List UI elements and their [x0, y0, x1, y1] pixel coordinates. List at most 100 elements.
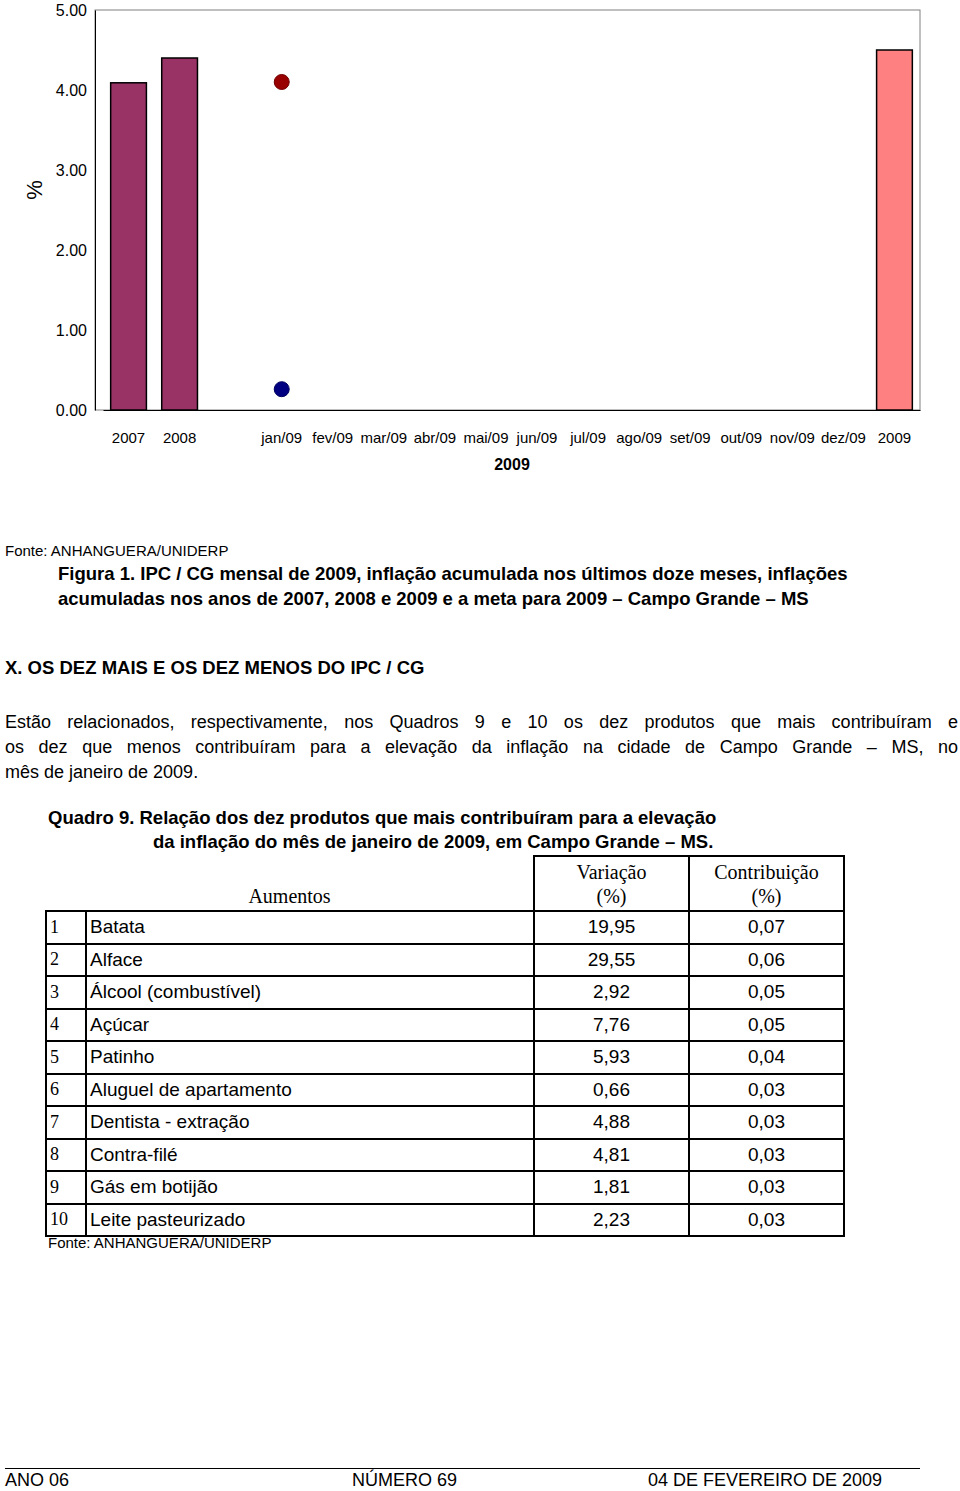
x-tick: set/09 — [670, 410, 711, 446]
x-tick: mar/09 — [361, 410, 408, 446]
table-header-text: Aumentos — [248, 885, 330, 907]
table-cell: Batata — [86, 911, 534, 944]
x-tick: out/09 — [720, 410, 762, 446]
y-tick-label: 3.00 — [56, 162, 87, 179]
y-tick: 4.00 — [56, 82, 95, 99]
bar — [877, 50, 913, 410]
table-row: 8Contra-filé4,810,03 — [46, 1139, 844, 1172]
table-cell: 0,66 — [534, 1074, 689, 1107]
table-header-cell: Aumentos — [46, 856, 534, 911]
x-tick: ago/09 — [616, 410, 662, 446]
x-tick-label: ago/09 — [616, 429, 662, 446]
y-tick: 3.00 — [56, 162, 95, 179]
x-tick: jul/09 — [569, 410, 606, 446]
table-header-row: AumentosVariação(%)Contribuição(%) — [46, 856, 844, 911]
x-tick-label: jul/09 — [569, 429, 606, 446]
table-cell: Leite pasteurizado — [86, 1204, 534, 1237]
x-tick-label: 2009 — [878, 429, 911, 446]
x-tick: abr/09 — [414, 410, 457, 446]
table-cell: 29,55 — [534, 944, 689, 977]
marks — [111, 50, 913, 410]
table-cell: Contra-filé — [86, 1139, 534, 1172]
table-cell: 0,03 — [689, 1074, 844, 1107]
x-tick-label: dez/09 — [821, 429, 866, 446]
table-cell: Gás em botijão — [86, 1171, 534, 1204]
table-title: Quadro 9. Relação dos dez produtos que m… — [48, 807, 716, 829]
y-tick-label: 0.00 — [56, 402, 87, 419]
x-axis: 20072008jan/09fev/09mar/09abr/09mai/09ju… — [104, 410, 921, 446]
table-cell: 10 — [46, 1204, 86, 1237]
caption-line: acumuladas nos anos de 2007, 2008 e 2009… — [58, 588, 809, 610]
footer-text: 04 DE FEVEREIRO DE 2009 — [648, 1469, 882, 1491]
table-cell: 0,05 — [689, 976, 844, 1009]
table-cell: 0,07 — [689, 911, 844, 944]
table-cell: 1 — [46, 911, 86, 944]
table-title: da inflação do mês de janeiro de 2009, e… — [153, 831, 713, 853]
x-tick-label: mai/09 — [463, 429, 508, 446]
x-tick-label: set/09 — [670, 429, 711, 446]
point-series — [274, 75, 289, 90]
x-tick: jun/09 — [516, 410, 558, 446]
plot-frame — [95, 10, 920, 410]
table-row: 1Batata19,950,07 — [46, 911, 844, 944]
y-tick: 5.00 — [56, 2, 95, 19]
y-tick-label: 1.00 — [56, 322, 87, 339]
table-row: 4Açúcar7,760,05 — [46, 1009, 844, 1042]
x-tick-label: nov/09 — [770, 429, 815, 446]
bar — [111, 83, 147, 410]
table-cell: Dentista - extração — [86, 1106, 534, 1139]
table-cell: 6 — [46, 1074, 86, 1107]
paragraph-line: os dez que menos contribuíram para a ele… — [5, 736, 958, 758]
x-tick: jan/09 — [260, 410, 302, 446]
x-tick-label: jun/09 — [516, 429, 558, 446]
table-row: 2Alface29,550,06 — [46, 944, 844, 977]
x-tick: dez/09 — [821, 410, 866, 446]
table-header-cell: Variação(%) — [534, 856, 689, 911]
paragraph-line: mês de janeiro de 2009. — [5, 761, 198, 783]
table-cell: 0,03 — [689, 1204, 844, 1237]
table-body: 1Batata19,950,072Alface29,550,063Álcool … — [46, 911, 844, 1236]
table-header-cell: Contribuição(%) — [689, 856, 844, 911]
source: Fonte: ANHANGUERA/UNIDERP — [5, 540, 228, 562]
table-cell: 5 — [46, 1041, 86, 1074]
bar-series — [111, 58, 198, 410]
x-tick-label: abr/09 — [414, 429, 457, 446]
x-axis-line — [104, 410, 921, 411]
footer-text: ANO 06 — [5, 1469, 69, 1491]
table-cell: 0,05 — [689, 1009, 844, 1042]
table-cell: 4,81 — [534, 1139, 689, 1172]
x-tick-label: fev/09 — [312, 429, 353, 446]
y-tick-label: 5.00 — [56, 2, 87, 19]
table-row: 10Leite pasteurizado2,230,03 — [46, 1204, 844, 1237]
table-cell: Álcool (combustível) — [86, 976, 534, 1009]
point — [274, 382, 289, 397]
table-cell: Açúcar — [86, 1009, 534, 1042]
footer-rule — [5, 1468, 920, 1469]
table-cell: 0,04 — [689, 1041, 844, 1074]
x-tick: 2008 — [163, 410, 196, 446]
table: AumentosVariação(%)Contribuição(%)1Batat… — [45, 855, 845, 1237]
y-tick: 0.00 — [56, 402, 95, 419]
x-tick: fev/09 — [312, 410, 353, 446]
table-cell: 0,03 — [689, 1171, 844, 1204]
y-axis-line — [95, 11, 96, 411]
x-tick: 2009 — [878, 410, 911, 446]
table-header-text: (%) — [693, 884, 840, 908]
table-header-text: (%) — [538, 884, 685, 908]
y-axis-title: % — [22, 180, 47, 200]
table-cell: 2,92 — [534, 976, 689, 1009]
table-cell: 9 — [46, 1171, 86, 1204]
bar-series — [877, 50, 913, 410]
table-header-text: Contribuição — [693, 860, 840, 884]
x-tick: mai/09 — [463, 410, 508, 446]
paragraph-line: Estão relacionados, respectivamente, nos… — [5, 711, 958, 733]
x-tick-label: mar/09 — [361, 429, 408, 446]
caption-line: Figura 1. IPC / CG mensal de 2009, infla… — [58, 563, 848, 585]
table-header-text: Variação — [538, 860, 685, 884]
source: Fonte: ANHANGUERA/UNIDERP — [48, 1232, 271, 1254]
y-tick-label: 4.00 — [56, 82, 87, 99]
table-row: 3Álcool (combustível)2,920,05 — [46, 976, 844, 1009]
table-cell: Aluguel de apartamento — [86, 1074, 534, 1107]
table-cell: 3 — [46, 976, 86, 1009]
footer-text: NÚMERO 69 — [352, 1469, 457, 1491]
